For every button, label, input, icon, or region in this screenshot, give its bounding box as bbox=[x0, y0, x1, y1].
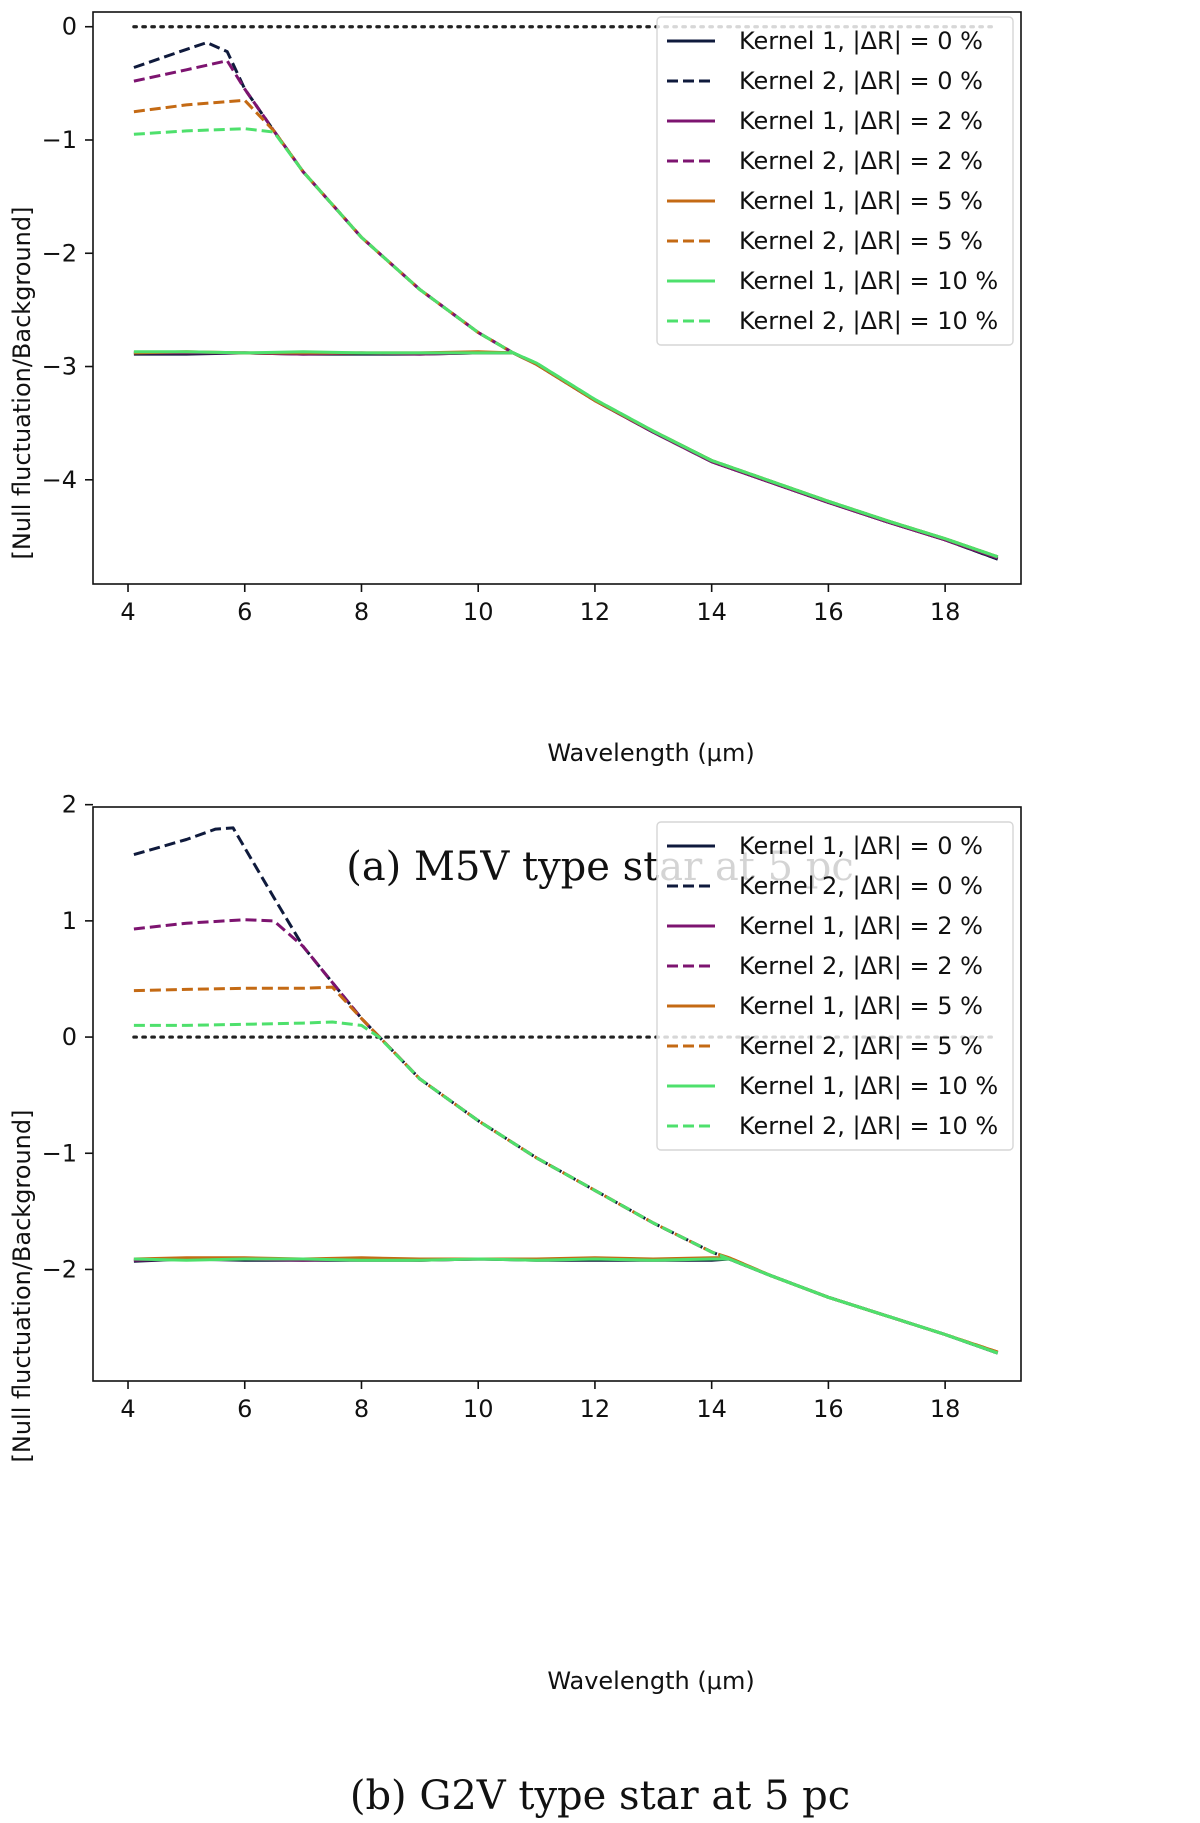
panel-a-xtick-label: 6 bbox=[237, 598, 252, 626]
panel-b-ytick-label: 2 bbox=[62, 791, 77, 819]
panel-b-ytick-label: 1 bbox=[62, 907, 77, 935]
panel-b-legend-label: Kernel 1, |ΔR| = 0 % bbox=[739, 832, 983, 860]
panel-a-legend: Kernel 1, |ΔR| = 0 % Kernel 2, |ΔR| = 0 %… bbox=[656, 16, 1014, 346]
panel-b-ylabel: [Null fluctuation/Background] bbox=[8, 1110, 36, 1463]
panel-a-xtick-label: 18 bbox=[930, 598, 961, 626]
panel-b-ytick-label: 0 bbox=[62, 1023, 77, 1051]
panel-b-series-6-line bbox=[133, 1257, 999, 1355]
panel-a-ytick-label: −4 bbox=[42, 466, 77, 494]
panel-a-legend-label: Kernel 1, |ΔR| = 5 % bbox=[739, 187, 983, 215]
panel-a: 4 6 8 10 12 14 16 18 0 −1 −2 −3 −4 Kernel 1, |ΔR| = 0… bbox=[8, 11, 1022, 890]
panel-a-xtick-label: 4 bbox=[120, 598, 135, 626]
panel-b-legend-label: Kernel 1, |ΔR| = 10 % bbox=[739, 1072, 998, 1100]
panel-b-series-4-line bbox=[133, 1256, 999, 1354]
panel-a-xtick-label: 14 bbox=[696, 598, 727, 626]
panel-a-xlabel: Wavelength (μm) bbox=[547, 739, 754, 767]
panel-b-axes-frame bbox=[92, 806, 1022, 1382]
panel-a-legend-label: Kernel 1, |ΔR| = 0 % bbox=[739, 27, 983, 55]
panel-a-ytick-label: 0 bbox=[62, 13, 77, 41]
panel-a-ytick-label: −2 bbox=[42, 239, 77, 267]
panel-a-xtick-label: 12 bbox=[580, 598, 611, 626]
panel-b-legend-label: Kernel 2, |ΔR| = 10 % bbox=[739, 1112, 998, 1140]
panel-a-ytick-label: −1 bbox=[42, 126, 77, 154]
panel-b-xtick-label: 10 bbox=[463, 1395, 494, 1423]
panel-a-legend-label: Kernel 1, |ΔR| = 10 % bbox=[739, 267, 998, 295]
panel-b-series-0-line bbox=[133, 1257, 999, 1355]
panel-b-legend-label: Kernel 1, |ΔR| = 5 % bbox=[739, 992, 983, 1020]
panel-b-xtick-label: 12 bbox=[580, 1395, 611, 1423]
panel-a-xtick-label: 10 bbox=[463, 598, 494, 626]
panel-a-legend-label: Kernel 2, |ΔR| = 10 % bbox=[739, 307, 998, 335]
panel-a-plot-area: 4 6 8 10 12 14 16 18 0 −1 −2 −3 −4 Kernel 1, |ΔR| = 0… bbox=[42, 11, 1022, 626]
panel-b-xtick-label: 8 bbox=[354, 1395, 369, 1423]
panel-b-legend-label: Kernel 1, |ΔR| = 2 % bbox=[739, 912, 983, 940]
panel-b-legend-label: Kernel 2, |ΔR| = 5 % bbox=[739, 1032, 983, 1060]
panel-a-ytick-label: −3 bbox=[42, 353, 77, 381]
panel-b-legend: Kernel 1, |ΔR| = 0 % Kernel 2, |ΔR| = 0 %… bbox=[656, 821, 1014, 1151]
panel-a-xtick-label: 16 bbox=[813, 598, 844, 626]
panel-a-legend-box bbox=[656, 16, 1014, 346]
panel-a-legend-label: Kernel 1, |ΔR| = 2 % bbox=[739, 107, 983, 135]
panel-b-series-7-line bbox=[133, 1020, 999, 1355]
panel-a-series-3-line bbox=[133, 59, 999, 560]
panel-a-legend-label: Kernel 2, |ΔR| = 5 % bbox=[739, 227, 983, 255]
panel-b-legend-label: Kernel 2, |ΔR| = 2 % bbox=[739, 952, 983, 980]
panel-a-xtick-label: 8 bbox=[354, 598, 369, 626]
panel-b-xtick-label: 4 bbox=[120, 1395, 135, 1423]
panel-a-series-7-line bbox=[133, 127, 999, 559]
panel-b-series-2-line bbox=[133, 1257, 999, 1355]
panel-b-xlabel: Wavelength (μm) bbox=[547, 1667, 754, 1695]
panel-b-legend-label: Kernel 2, |ΔR| = 0 % bbox=[739, 872, 983, 900]
panel-a-axes-frame bbox=[92, 11, 1022, 585]
panel-b-ytick-label: −1 bbox=[42, 1139, 77, 1167]
panel-a-ylabel: [Null fluctuation/Background] bbox=[8, 207, 36, 560]
panel-b-xtick-label: 14 bbox=[696, 1395, 727, 1423]
panel-b-xtick-label: 18 bbox=[930, 1395, 961, 1423]
panel-b-caption: (b) G2V type star at 5 pc bbox=[350, 1773, 850, 1819]
panel-a-legend-label: Kernel 2, |ΔR| = 2 % bbox=[739, 147, 983, 175]
panel-a-legend-label: Kernel 2, |ΔR| = 0 % bbox=[739, 67, 983, 95]
panel-b-xtick-label: 6 bbox=[237, 1395, 252, 1423]
panel-b-legend-box bbox=[656, 821, 1014, 1151]
panel-b-xtick-label: 16 bbox=[813, 1395, 844, 1423]
panel-b-ytick-label: −2 bbox=[42, 1255, 77, 1283]
